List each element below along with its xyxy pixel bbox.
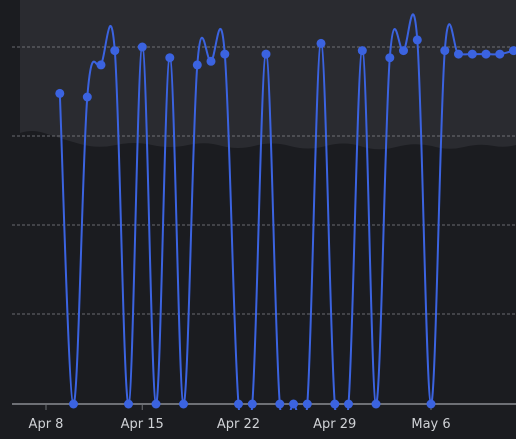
data-point[interactable] — [261, 49, 271, 59]
data-point[interactable] — [137, 42, 147, 52]
x-tick-label: May 6 — [411, 417, 450, 432]
x-tick-label: Apr 15 — [121, 417, 164, 432]
data-point[interactable] — [55, 88, 65, 98]
data-point[interactable] — [509, 46, 516, 56]
data-point[interactable] — [440, 46, 450, 56]
data-point[interactable] — [302, 399, 312, 409]
data-point[interactable] — [495, 49, 505, 59]
data-point[interactable] — [289, 399, 298, 409]
x-tick-label: Apr 29 — [313, 417, 356, 432]
data-point[interactable] — [371, 399, 381, 409]
data-point[interactable] — [357, 46, 367, 56]
data-point[interactable] — [426, 399, 436, 409]
series-group — [55, 13, 516, 410]
data-point[interactable] — [467, 49, 477, 59]
data-point[interactable] — [385, 53, 395, 63]
gridlines — [12, 46, 516, 315]
data-point[interactable] — [96, 60, 106, 70]
data-point[interactable] — [124, 399, 133, 409]
data-point[interactable] — [247, 399, 257, 409]
data-point[interactable] — [110, 46, 120, 56]
data-point[interactable] — [344, 399, 353, 409]
data-point[interactable] — [165, 53, 175, 63]
data-point[interactable] — [399, 46, 408, 56]
data-point[interactable] — [206, 56, 216, 66]
data-point[interactable] — [82, 92, 92, 102]
data-point[interactable] — [330, 399, 340, 409]
data-point[interactable] — [316, 38, 326, 48]
data-point[interactable] — [412, 35, 422, 45]
data-point[interactable] — [275, 399, 285, 409]
data-point[interactable] — [69, 399, 78, 409]
x-tick-label: Apr 8 — [29, 417, 64, 432]
data-point[interactable] — [481, 49, 491, 59]
data-point[interactable] — [179, 399, 188, 409]
data-point[interactable] — [454, 49, 463, 59]
data-point[interactable] — [151, 399, 161, 409]
data-point[interactable] — [234, 399, 243, 409]
data-point[interactable] — [192, 60, 202, 70]
x-tick-label: Apr 22 — [217, 417, 260, 432]
data-point[interactable] — [220, 49, 230, 59]
